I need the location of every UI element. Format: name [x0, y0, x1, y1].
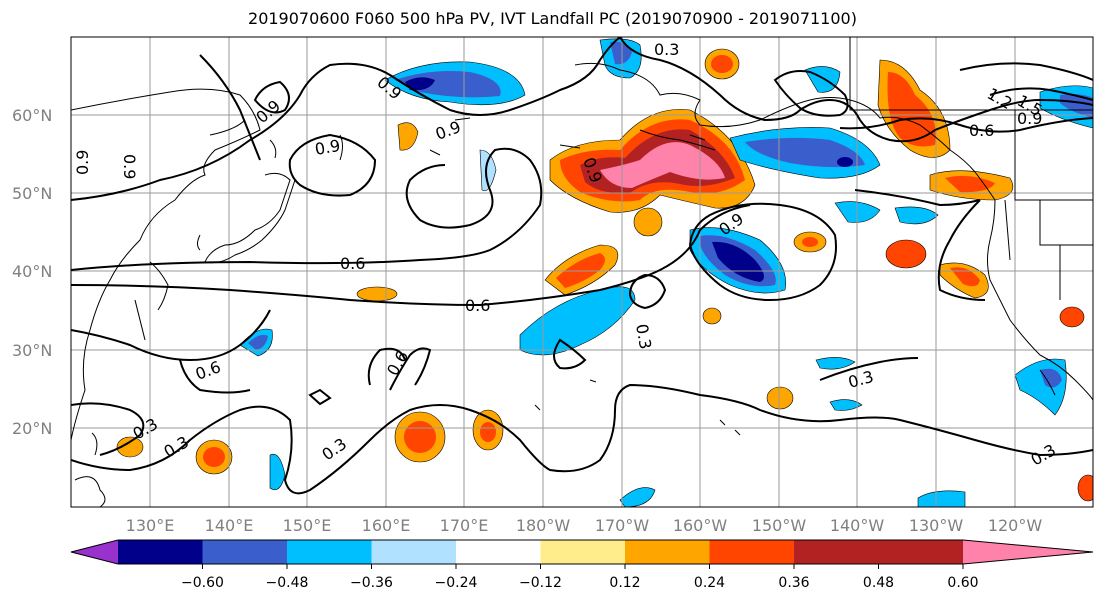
lon-label: 140°W	[830, 516, 885, 535]
colorbar-extend-min	[71, 540, 118, 564]
lat-label: 50°N	[12, 184, 52, 203]
negative-anomaly-region	[815, 357, 856, 370]
colorbar-tick-label: 0.36	[778, 575, 809, 591]
lon-label: 150°E	[283, 516, 332, 535]
colorbar-segment	[287, 540, 372, 564]
pv-contours	[71, 37, 1093, 495]
contour-label: 0.6	[969, 121, 994, 140]
lon-label: 120°W	[988, 516, 1043, 535]
lon-label: 160°E	[362, 516, 411, 535]
negative-anomaly-region	[619, 487, 656, 507]
lat-label: 60°N	[12, 106, 52, 125]
contour-label: 0.9	[1017, 109, 1042, 128]
lat-label: 30°N	[12, 341, 52, 360]
contour-label: 0.9	[120, 154, 139, 179]
negative-anomaly-region	[269, 453, 286, 491]
colorbar-segment	[540, 540, 625, 564]
colorbar-tick-label: 0.48	[863, 575, 894, 591]
lon-label: 160°W	[673, 516, 728, 535]
lon-label: 170°E	[440, 516, 489, 535]
negative-anomaly-region	[610, 41, 632, 65]
colorbar-tick-label: −0.24	[435, 575, 478, 591]
map-frame	[70, 36, 1094, 508]
positive-anomaly-region	[702, 307, 722, 325]
positive-anomaly-region	[766, 386, 794, 410]
lon-label: 150°W	[752, 516, 807, 535]
negative-anomaly-region	[917, 490, 966, 507]
map-title: 2019070600 F060 500 hPa PV, IVT Landfall…	[248, 9, 857, 28]
lon-label: 130°W	[909, 516, 964, 535]
lat-label: 20°N	[12, 419, 52, 438]
coastlines	[71, 37, 1093, 507]
colorbar: −0.60 −0.48 −0.36 −0.24 −0.12 0.12 0.24 …	[70, 539, 1094, 591]
contour-label: 0.6	[465, 296, 490, 315]
lon-label: 180°W	[516, 516, 571, 535]
colorbar-segment	[625, 540, 710, 564]
positive-anomaly-region	[1077, 474, 1093, 502]
colorbar-segment	[794, 540, 879, 564]
colorbar-segment	[118, 540, 203, 564]
lat-label: 40°N	[12, 262, 52, 281]
positive-anomaly-region	[116, 436, 144, 458]
positive-anomaly-region	[397, 122, 419, 151]
map-plot-area: 0.9 0.9 0.9 0.9 0.9 0.9 0.9 0.9 0.6 0.6 …	[71, 37, 1093, 507]
positive-anomaly-region	[633, 207, 663, 237]
colorbar-tick-label: 0.60	[947, 575, 978, 591]
colorbar-tick-label: −0.60	[181, 575, 224, 591]
contour-label: 0.9	[73, 150, 92, 175]
colorbar-tick-label: −0.48	[266, 575, 309, 591]
contour-label: 0.3	[632, 322, 655, 350]
positive-anomaly-region	[1059, 306, 1085, 328]
colorbar-tick-label: 0.12	[609, 575, 640, 591]
colorbar-tick-label: −0.12	[519, 575, 562, 591]
colorbar-segment	[456, 540, 541, 564]
latitude-labels: 60°N 50°N 40°N 30°N 20°N	[12, 106, 52, 438]
positive-anomaly-region	[356, 286, 398, 302]
positive-anomaly-region	[885, 239, 927, 269]
longitude-labels: 130°E 140°E 150°E 160°E 170°E 180°W 170°…	[126, 516, 1043, 535]
negative-anomaly-region	[405, 77, 435, 91]
colorbar-tick-label: 0.24	[694, 575, 725, 591]
negative-anomaly-region	[479, 149, 497, 192]
contour-label: 0.9	[313, 136, 341, 159]
colorbar-segment	[371, 540, 456, 564]
contour-label: 0.6	[340, 254, 365, 273]
colorbar-segment	[709, 540, 794, 564]
colorbar-extend-max	[963, 540, 1093, 564]
lon-label: 170°W	[595, 516, 650, 535]
lon-label: 140°E	[205, 516, 254, 535]
colorbar-segment	[878, 540, 963, 564]
negative-anomaly-region	[894, 206, 939, 225]
colorbar-tick-label: −0.36	[350, 575, 393, 591]
ivt-anomaly-fill	[116, 38, 1093, 507]
negative-anomaly-region	[829, 399, 863, 411]
lon-label: 130°E	[126, 516, 175, 535]
contour-label: 0.3	[654, 40, 679, 59]
colorbar-segment	[202, 540, 287, 564]
